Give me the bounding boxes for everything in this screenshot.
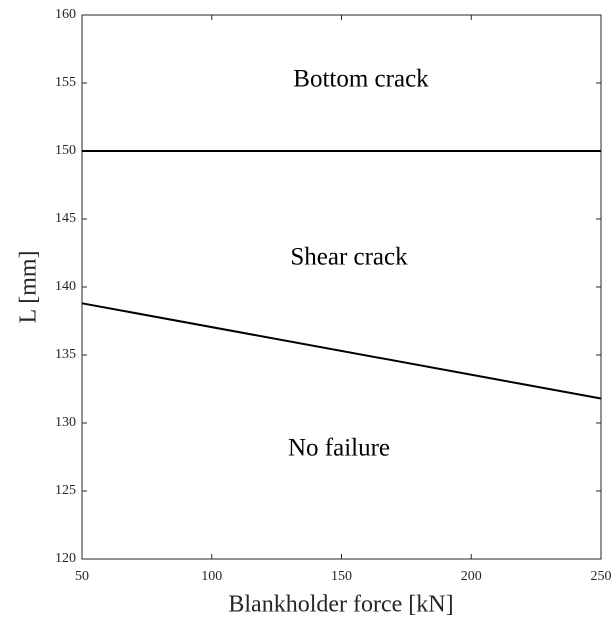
plot-frame (81, 14, 602, 560)
x-tick-label: 50 (75, 569, 89, 584)
y-tick-label: 160 (55, 7, 76, 22)
region-label: No failure (288, 435, 390, 462)
y-tick-label: 120 (55, 551, 76, 566)
y-tick-label: 155 (55, 75, 76, 90)
y-tick-label: 125 (55, 483, 76, 498)
y-tick-label: 145 (55, 211, 76, 226)
x-tick-label: 100 (201, 569, 222, 584)
y-tick-label: 150 (55, 143, 76, 158)
x-tick-label: 200 (461, 569, 482, 584)
x-tick-label: 250 (591, 569, 612, 584)
y-tick-label: 140 (55, 279, 76, 294)
x-tick-label: 150 (331, 569, 352, 584)
region-label: Bottom crack (293, 66, 429, 93)
y-tick-label: 130 (55, 415, 76, 430)
x-axis-label: Blankholder force [kN] (228, 592, 453, 618)
y-tick-label: 135 (55, 347, 76, 362)
y-axis-label: L [mm] (16, 250, 42, 323)
line (81, 302, 602, 400)
region-label: Shear crack (290, 244, 408, 271)
